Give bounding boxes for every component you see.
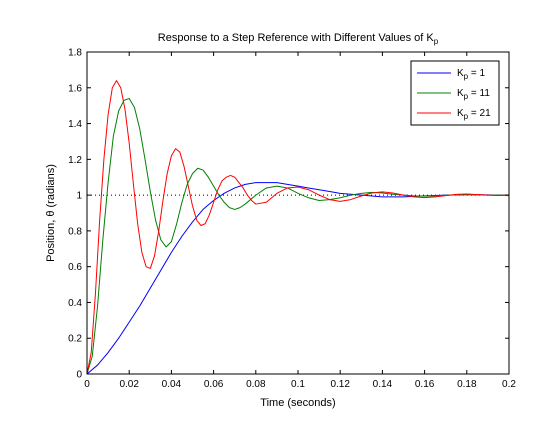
y-tick-label: 0.4	[68, 298, 82, 309]
x-tick-label: 0.1	[291, 379, 305, 390]
series-group	[86, 80, 510, 375]
tick-group: 0 0.02 0.04 0.06 0.08 0.1 0.12 0.14 0.16 0.18 0.2 0…	[68, 48, 516, 391]
y-tick-label: 1.8	[68, 48, 82, 59]
legend-label-3: Kp = 21	[457, 108, 491, 121]
x-axis-label: Time (seconds)	[260, 397, 335, 409]
y-tick-label: 1.6	[68, 83, 82, 94]
y-tick-label: 0.2	[68, 334, 82, 345]
legend: Kp = 1 Kp = 11 Kp = 21	[410, 60, 500, 126]
y-tick-label: 0.8	[68, 226, 82, 237]
x-tick-label: 0.16	[415, 379, 435, 390]
legend-label-1: Kp = 1	[457, 68, 486, 81]
x-tick-label: 0.18	[457, 379, 477, 390]
y-axis-label: Position, θ (radians)	[45, 164, 57, 262]
y-tick-label: 1.2	[68, 155, 82, 166]
x-tick-label: 0.06	[204, 379, 224, 390]
x-tick-label: 0	[84, 379, 90, 390]
x-tick-label: 0.08	[246, 379, 266, 390]
chart-title: Response to a Step Reference with Differ…	[158, 32, 439, 46]
x-tick-label: 0.04	[162, 379, 182, 390]
series-line-2	[86, 98, 509, 375]
y-tick-label: 1	[76, 191, 82, 202]
y-tick-label: 0.6	[68, 262, 82, 273]
legend-label-2: Kp = 11	[457, 88, 490, 101]
x-tick-label: 0.14	[373, 379, 393, 390]
series-line-3	[86, 80, 510, 375]
y-tick-label: 1.4	[68, 119, 82, 130]
y-tick-label: 0	[76, 370, 82, 381]
x-tick-label: 0.12	[330, 379, 350, 390]
label-group: Response to a Step Reference with Differ…	[45, 32, 439, 409]
x-tick-label: 0.2	[502, 379, 516, 390]
x-tick-label: 0.02	[119, 379, 139, 390]
